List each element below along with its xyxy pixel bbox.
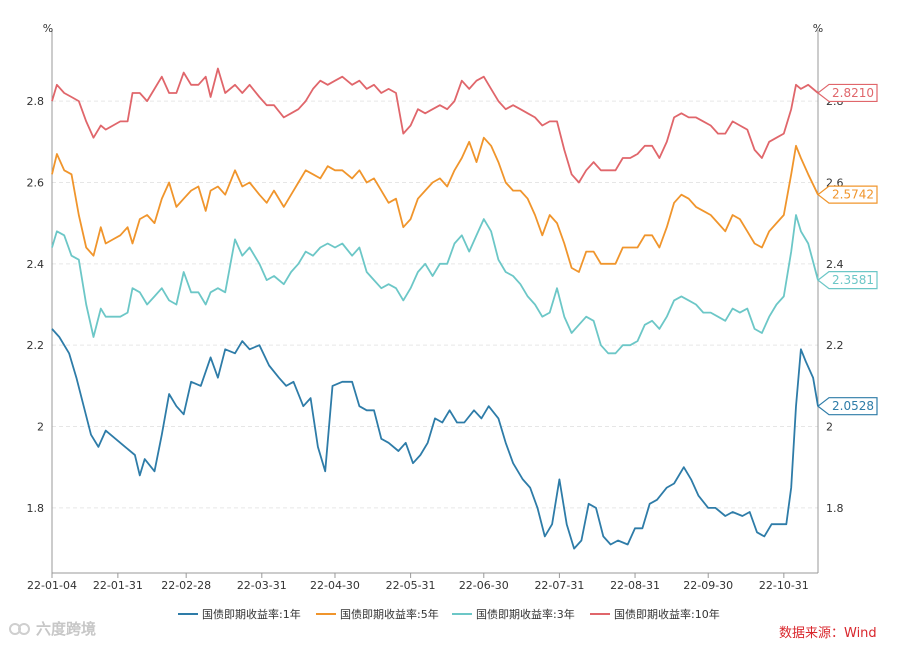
x-tick-label: 22-02-28	[161, 579, 211, 592]
y-tick-label-left: 1.8	[27, 502, 45, 515]
x-tick-label: 22-01-04	[27, 579, 77, 592]
legend-label-2: 国债即期收益率:3年	[476, 607, 575, 621]
y-tick-label-right: 1.8	[826, 502, 844, 515]
y-axis-unit-right: %	[813, 22, 823, 35]
x-tick-label: 22-04-30	[310, 579, 360, 592]
y-axis-unit-left: %	[43, 22, 53, 35]
y-tick-label-right: 2.2	[826, 339, 844, 352]
end-value-label-1: 2.5742	[832, 188, 874, 202]
end-value-callout-0	[817, 397, 878, 416]
end-value-callout-3	[817, 83, 878, 103]
y-tick-label-left: 2	[37, 421, 44, 434]
x-tick-label: 22-03-31	[237, 579, 287, 592]
x-tick-label: 22-01-31	[93, 579, 143, 592]
y-tick-label-left: 2.8	[27, 95, 45, 108]
x-tick-label: 22-08-31	[610, 579, 660, 592]
data-source: 数据来源：Wind	[779, 626, 877, 641]
y-tick-label-left: 2.6	[27, 176, 45, 189]
legend-label-3: 国债即期收益率:10年	[614, 607, 720, 621]
watermark-logo-icon	[9, 622, 30, 635]
end-value-label-0: 2.0528	[832, 399, 874, 413]
x-tick-label: 22-10-31	[759, 579, 809, 592]
series-line-1	[51, 136, 819, 273]
end-value-label-3: 2.8210	[832, 86, 874, 100]
watermark: 六度跨境	[8, 618, 96, 639]
series-line-2	[51, 214, 819, 355]
end-value-label-2: 2.3581	[832, 273, 874, 287]
series-line-3	[51, 67, 819, 184]
watermark-text: 六度跨境	[36, 620, 97, 638]
legend-label-1: 国债即期收益率:5年	[340, 607, 439, 621]
end-value-callout-2	[817, 270, 878, 290]
x-tick-label: 22-09-30	[683, 579, 733, 592]
x-tick-label: 22-07-31	[534, 579, 584, 592]
x-tick-label: 22-05-31	[386, 579, 436, 592]
x-tick-label: 22-06-30	[459, 579, 509, 592]
end-value-callout-1	[817, 185, 878, 204]
legend-label-0: 国债即期收益率:1年	[202, 607, 301, 621]
y-tick-label-right: 2	[826, 421, 833, 434]
series-line-0	[51, 328, 819, 550]
y-tick-label-right: 2.4	[826, 258, 844, 271]
y-tick-label-left: 2.2	[27, 339, 45, 352]
y-tick-label-left: 2.4	[27, 258, 45, 271]
